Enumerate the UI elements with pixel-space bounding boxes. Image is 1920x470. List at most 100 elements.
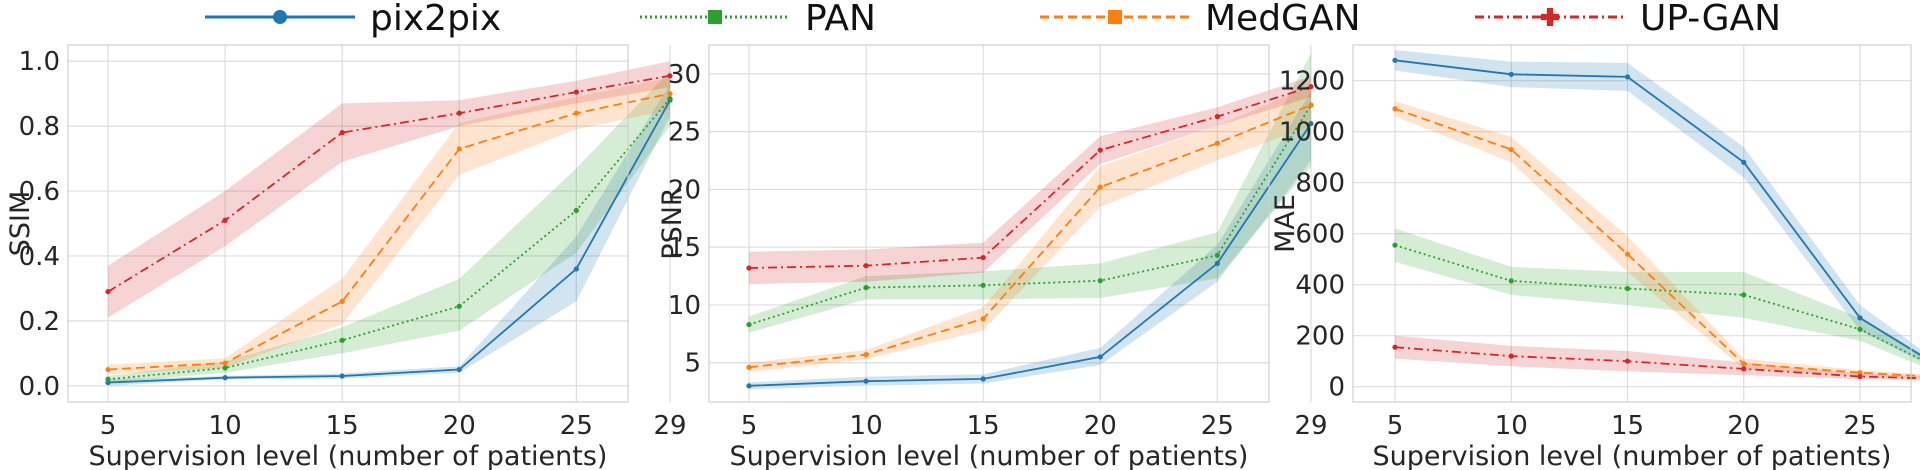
y-tick-label: 400 <box>1295 271 1345 301</box>
legend-entry-up-gan: UP-GAN <box>1475 0 1781 39</box>
point-medgan <box>746 364 752 370</box>
point-up-gan <box>667 73 673 79</box>
point-medgan <box>456 146 462 152</box>
y-axis-label: SSIM <box>5 191 36 257</box>
plot-area <box>709 45 1269 402</box>
point-pan <box>1508 278 1514 284</box>
panel-ssim: 5 10 15 20 25 29 0.0 0.2 0.4 0.6 0.8 1.0 Supervision… <box>5 44 687 470</box>
x-tick-label: 10 <box>850 411 883 441</box>
y-tick-label: 10 <box>668 291 701 321</box>
point-medgan <box>573 110 579 116</box>
axes-frame <box>1352 44 1912 403</box>
legend-marker-medgan <box>1108 10 1122 24</box>
point-pan <box>573 207 579 214</box>
legend-label: pix2pix <box>370 0 501 39</box>
point-up-gan <box>1214 114 1220 120</box>
point-up-gan <box>1857 373 1863 380</box>
point-pan <box>1097 278 1103 284</box>
x-tick-label: 5 <box>741 411 758 441</box>
y-tick-label: 1200 <box>1279 67 1345 97</box>
band-pan <box>1395 228 1920 366</box>
chart-panels: 5 10 15 20 25 29 0.0 0.2 0.4 0.6 0.8 1.0 Supervision… <box>5 44 1920 470</box>
point-up-gan <box>1624 358 1631 364</box>
confidence-bands <box>749 53 1311 390</box>
line-pan <box>107 98 671 381</box>
point-up-gan <box>456 110 462 116</box>
point-pix2pix <box>1097 354 1103 360</box>
point-pix2pix <box>1392 57 1398 63</box>
point-medgan <box>1624 251 1631 257</box>
x-axis-label: Supervision level (number of patients) <box>730 441 1249 470</box>
band-medgan <box>1395 101 1920 379</box>
band-up-gan <box>108 61 670 318</box>
point-medgan <box>1308 102 1314 108</box>
band-up-gan <box>749 76 1311 285</box>
line-pan <box>748 104 1312 326</box>
point-up-gan <box>1741 366 1747 372</box>
y-axis-label: MAE <box>1270 194 1301 253</box>
axes-frame <box>67 44 629 403</box>
point-pix2pix <box>980 376 986 382</box>
line-medgan <box>107 92 671 371</box>
point-up-gan <box>339 130 345 136</box>
point-medgan <box>339 298 345 304</box>
series-lines <box>105 73 673 386</box>
point-pix2pix <box>1741 159 1747 165</box>
point-pan <box>1624 285 1631 292</box>
point-medgan <box>863 352 869 358</box>
x-tick-label: 25 <box>560 411 593 441</box>
point-up-gan <box>1308 83 1314 90</box>
x-axis-label: Supervision level (number of patients) <box>89 441 608 470</box>
x-tick-label: 5 <box>1387 411 1404 441</box>
point-pan <box>863 285 869 291</box>
legend: pix2pix PAN MedGAN UP-GAN <box>205 0 1781 39</box>
point-medgan <box>1097 184 1103 190</box>
point-pan <box>1392 242 1398 248</box>
y-tick-label: 200 <box>1295 322 1345 352</box>
y-tick-label: 15 <box>668 233 701 263</box>
point-pan <box>339 337 345 343</box>
y-tick-label: 1.0 <box>19 47 60 77</box>
point-medgan <box>1508 146 1514 153</box>
point-pan <box>1857 326 1863 332</box>
point-pan <box>105 376 111 382</box>
y-tick-label: 0.6 <box>19 177 60 207</box>
x-tick-label: 25 <box>1201 411 1234 441</box>
series-lines <box>1392 57 1920 380</box>
x-tick-label: 25 <box>1843 411 1876 441</box>
y-tick-label: 5 <box>684 349 701 379</box>
legend-label: MedGAN <box>1205 0 1361 39</box>
line-pan <box>1394 244 1920 360</box>
point-pix2pix <box>863 378 869 384</box>
point-pix2pix <box>573 266 579 272</box>
line-up-gan <box>1394 346 1920 380</box>
panel-mae: 5 10 15 20 25 290 200 400 600 800 1000 1200 Supervis… <box>1270 44 1920 470</box>
plot-area <box>1353 45 1911 402</box>
y-tick-label: 0.8 <box>19 112 60 142</box>
x-tick-label: 15 <box>967 411 1000 441</box>
line-pix2pix <box>748 123 1312 387</box>
point-pan <box>456 303 462 309</box>
point-medgan <box>1857 370 1863 376</box>
point-medgan <box>1392 106 1398 112</box>
line-up-gan <box>748 85 1312 269</box>
confidence-bands <box>1395 50 1920 381</box>
point-pix2pix <box>746 383 752 389</box>
point-pix2pix <box>456 366 462 373</box>
point-pix2pix <box>1857 315 1863 321</box>
band-pix2pix <box>1395 50 1920 362</box>
y-tick-label: 0.0 <box>19 372 60 402</box>
line-up-gan <box>107 74 671 293</box>
line-medgan <box>1394 107 1920 377</box>
y-tick-label: 1000 <box>1279 118 1345 148</box>
x-tick-label: 10 <box>1495 411 1528 441</box>
band-pan <box>749 53 1311 333</box>
line-medgan <box>748 104 1312 369</box>
point-medgan <box>1214 140 1220 146</box>
point-up-gan <box>746 265 752 271</box>
point-pix2pix <box>1624 74 1631 80</box>
point-pan <box>980 282 986 288</box>
axes-frame <box>708 44 1270 403</box>
legend-entry-medgan: MedGAN <box>1040 0 1361 39</box>
